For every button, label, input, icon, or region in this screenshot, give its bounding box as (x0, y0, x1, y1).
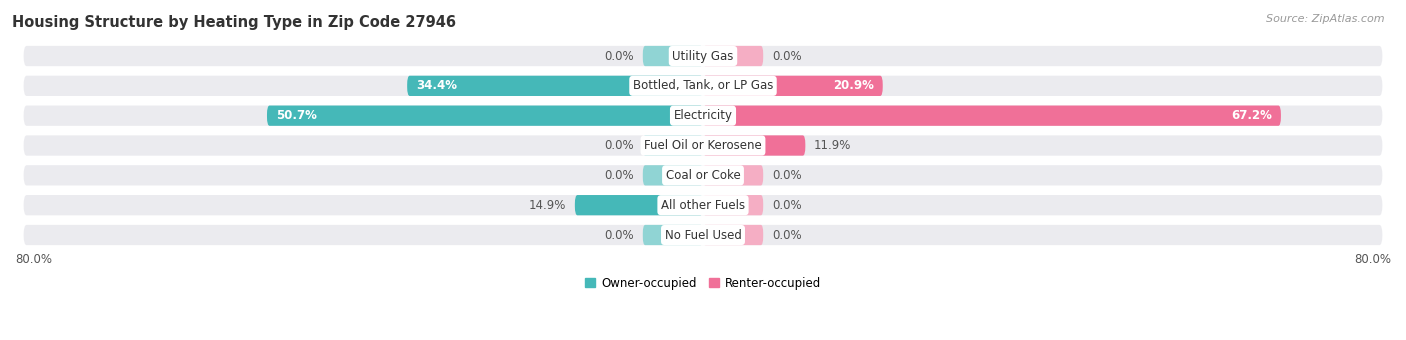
FancyBboxPatch shape (24, 135, 1382, 156)
FancyBboxPatch shape (643, 46, 703, 66)
Text: 0.0%: 0.0% (605, 50, 634, 63)
Text: 80.0%: 80.0% (1354, 253, 1391, 266)
FancyBboxPatch shape (703, 135, 806, 156)
Text: 0.0%: 0.0% (772, 169, 801, 182)
Text: 0.0%: 0.0% (605, 169, 634, 182)
Text: Source: ZipAtlas.com: Source: ZipAtlas.com (1267, 14, 1385, 23)
Text: 0.0%: 0.0% (772, 50, 801, 63)
FancyBboxPatch shape (24, 165, 1382, 186)
FancyBboxPatch shape (24, 195, 1382, 215)
Text: All other Fuels: All other Fuels (661, 199, 745, 212)
FancyBboxPatch shape (703, 105, 1281, 126)
Text: Housing Structure by Heating Type in Zip Code 27946: Housing Structure by Heating Type in Zip… (13, 15, 457, 30)
Text: 20.9%: 20.9% (834, 79, 875, 92)
FancyBboxPatch shape (703, 165, 763, 186)
FancyBboxPatch shape (703, 76, 883, 96)
Text: 50.7%: 50.7% (276, 109, 316, 122)
FancyBboxPatch shape (703, 195, 763, 215)
FancyBboxPatch shape (643, 165, 703, 186)
FancyBboxPatch shape (643, 135, 703, 156)
Text: Coal or Coke: Coal or Coke (665, 169, 741, 182)
FancyBboxPatch shape (643, 225, 703, 245)
Text: Fuel Oil or Kerosene: Fuel Oil or Kerosene (644, 139, 762, 152)
Text: 14.9%: 14.9% (529, 199, 567, 212)
Text: Electricity: Electricity (673, 109, 733, 122)
FancyBboxPatch shape (408, 76, 703, 96)
FancyBboxPatch shape (24, 105, 1382, 126)
FancyBboxPatch shape (575, 195, 703, 215)
FancyBboxPatch shape (24, 225, 1382, 245)
Text: 0.0%: 0.0% (772, 199, 801, 212)
FancyBboxPatch shape (24, 46, 1382, 66)
FancyBboxPatch shape (703, 46, 763, 66)
FancyBboxPatch shape (24, 76, 1382, 96)
Text: 11.9%: 11.9% (814, 139, 851, 152)
Text: Bottled, Tank, or LP Gas: Bottled, Tank, or LP Gas (633, 79, 773, 92)
FancyBboxPatch shape (703, 225, 763, 245)
Legend: Owner-occupied, Renter-occupied: Owner-occupied, Renter-occupied (579, 272, 827, 294)
Text: No Fuel Used: No Fuel Used (665, 228, 741, 241)
Text: Utility Gas: Utility Gas (672, 50, 734, 63)
Text: 0.0%: 0.0% (772, 228, 801, 241)
Text: 34.4%: 34.4% (416, 79, 457, 92)
Text: 0.0%: 0.0% (605, 228, 634, 241)
FancyBboxPatch shape (267, 105, 703, 126)
Text: 80.0%: 80.0% (15, 253, 52, 266)
Text: 67.2%: 67.2% (1232, 109, 1272, 122)
Text: 0.0%: 0.0% (605, 139, 634, 152)
